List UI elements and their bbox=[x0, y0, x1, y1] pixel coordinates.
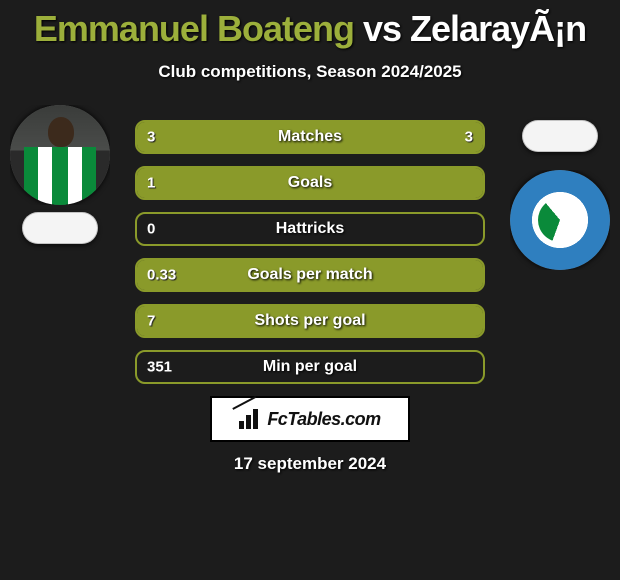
stat-bar-matches: 3 Matches 3 bbox=[135, 120, 485, 154]
player1-flag bbox=[22, 212, 98, 244]
subtitle: Club competitions, Season 2024/2025 bbox=[0, 62, 620, 82]
stat-bar-goals-per-match: 0.33 Goals per match bbox=[135, 258, 485, 292]
player1-avatar bbox=[10, 105, 110, 205]
player1-name: Emmanuel Boateng bbox=[34, 8, 354, 49]
bar-chart-icon bbox=[239, 409, 261, 429]
stat-bar-goals: 1 Goals bbox=[135, 166, 485, 200]
stat-bar-hattricks: 0 Hattricks bbox=[135, 212, 485, 246]
stat-label: Goals bbox=[137, 174, 483, 192]
stat-bar-shots-per-goal: 7 Shots per goal bbox=[135, 304, 485, 338]
stat-bars: 3 Matches 3 1 Goals 0 Hattricks 0.33 Goa… bbox=[135, 120, 485, 396]
stat-label: Min per goal bbox=[137, 358, 483, 376]
brand-text: FcTables.com bbox=[267, 409, 380, 430]
brand-badge: FcTables.com bbox=[210, 396, 410, 442]
stat-label: Goals per match bbox=[137, 266, 483, 284]
vs-separator: vs bbox=[363, 8, 401, 49]
player2-crest bbox=[510, 170, 610, 270]
stat-right-value: 3 bbox=[465, 129, 473, 146]
stat-label: Hattricks bbox=[137, 220, 483, 238]
player2-flag bbox=[522, 120, 598, 152]
infographic-date: 17 september 2024 bbox=[0, 454, 620, 474]
stat-label: Shots per goal bbox=[137, 312, 483, 330]
stat-label: Matches bbox=[137, 128, 483, 146]
stat-bar-min-per-goal: 351 Min per goal bbox=[135, 350, 485, 384]
player2-name: ZelarayÃ¡n bbox=[410, 8, 586, 49]
comparison-title: Emmanuel Boateng vs ZelarayÃ¡n bbox=[0, 0, 620, 50]
